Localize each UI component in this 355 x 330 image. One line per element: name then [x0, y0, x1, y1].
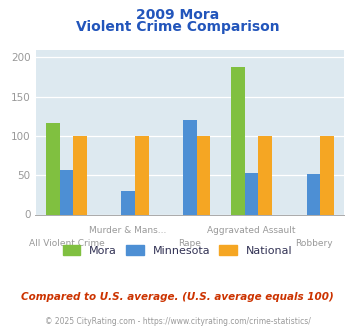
- Text: Murder & Mans...: Murder & Mans...: [89, 226, 167, 235]
- Bar: [320, 136, 334, 214]
- Bar: [307, 174, 320, 214]
- Text: Rape: Rape: [179, 239, 201, 248]
- Text: Robbery: Robbery: [295, 239, 332, 248]
- Text: 2009 Mora: 2009 Mora: [136, 8, 219, 22]
- Bar: [245, 173, 258, 214]
- Bar: [135, 136, 148, 214]
- Bar: [121, 191, 135, 214]
- Text: Compared to U.S. average. (U.S. average equals 100): Compared to U.S. average. (U.S. average …: [21, 292, 334, 302]
- Text: Aggravated Assault: Aggravated Assault: [207, 226, 296, 235]
- Text: Violent Crime Comparison: Violent Crime Comparison: [76, 20, 279, 34]
- Bar: [46, 122, 60, 214]
- Bar: [183, 120, 197, 214]
- Bar: [197, 136, 210, 214]
- Bar: [73, 136, 87, 214]
- Bar: [60, 170, 73, 214]
- Legend: Mora, Minnesota, National: Mora, Minnesota, National: [58, 241, 297, 260]
- Bar: [231, 67, 245, 214]
- Text: All Violent Crime: All Violent Crime: [28, 239, 104, 248]
- Bar: [258, 136, 272, 214]
- Text: © 2025 CityRating.com - https://www.cityrating.com/crime-statistics/: © 2025 CityRating.com - https://www.city…: [45, 317, 310, 326]
